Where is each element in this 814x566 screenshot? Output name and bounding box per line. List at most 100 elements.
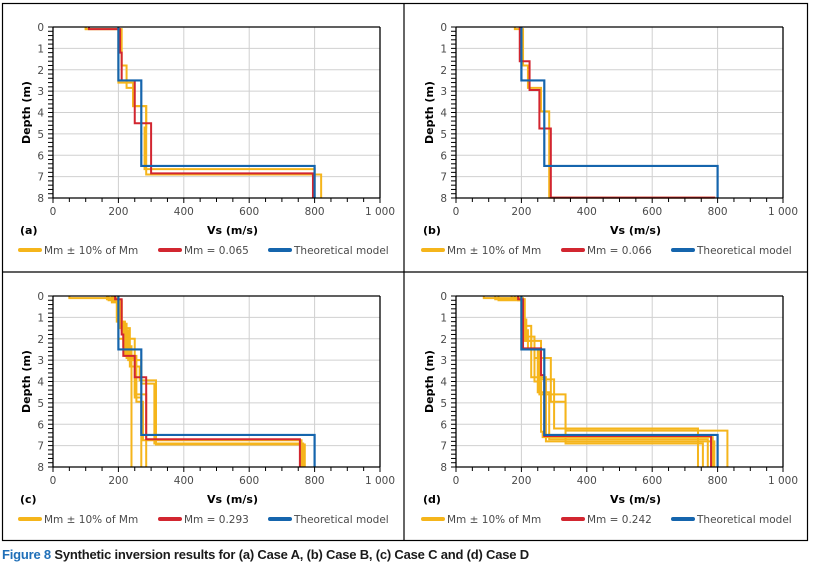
x-tick-label: 800 [708, 475, 728, 487]
y-tick-label: 4 [37, 377, 44, 389]
y-tick-label: 0 [440, 22, 447, 34]
series-theoretical [117, 296, 316, 467]
panel-label: (d) [423, 493, 441, 506]
velocity-profile-line [117, 296, 316, 467]
y-tick-label: 6 [440, 150, 447, 162]
y-tick-label: 4 [37, 108, 44, 120]
x-axis-title: Vs (m/s) [207, 493, 258, 506]
x-tick-label: 800 [305, 475, 325, 487]
x-tick-label: 0 [453, 475, 460, 487]
legend-label: Mm = 0.242 [587, 514, 652, 526]
x-axis-title: Vs (m/s) [610, 493, 661, 506]
panel-label: (a) [20, 224, 37, 237]
gridlines [53, 27, 380, 198]
figure-number: Figure 8 [2, 547, 51, 562]
x-tick-label: 1 000 [768, 206, 798, 218]
x-tick-label: 1 000 [365, 206, 395, 218]
y-tick-label: 7 [37, 441, 44, 453]
y-tick-label: 2 [440, 334, 447, 346]
legend-label: Mm = 0.066 [587, 245, 652, 257]
panel-c: 0 200 400 600 800 1 000 0 1 2 3 4 5 6 7 8 Vs (m/s) Depth… [18, 291, 395, 526]
velocity-profile-line [114, 296, 301, 467]
series-theoretical [117, 27, 316, 198]
series-theoretical [520, 296, 719, 467]
x-tick-label: 400 [577, 206, 597, 218]
y-tick-label: 3 [37, 86, 44, 98]
legend-label: Mm = 0.065 [184, 245, 249, 257]
y-tick-label: 7 [440, 172, 447, 184]
x-tick-label: 400 [577, 475, 597, 487]
y-tick-label: 6 [37, 419, 44, 431]
y-tick-label: 6 [440, 419, 447, 431]
series-mm [114, 296, 301, 467]
panel-label: (c) [20, 493, 37, 506]
legend-item-mm: Mm = 0.065 [158, 245, 249, 257]
y-tick-label: 8 [440, 462, 447, 474]
y-tick-label: 6 [37, 150, 44, 162]
legend: Mm ± 10% of Mm Mm = 0.242 Theoretical mode… [421, 514, 792, 526]
y-tick-label: 3 [37, 355, 44, 367]
y-tick-label: 7 [37, 172, 44, 184]
gridlines [456, 296, 783, 467]
y-tick-label: 1 [440, 312, 447, 324]
legend-item-mm: Mm = 0.242 [561, 514, 652, 526]
y-tick-label: 8 [37, 462, 44, 474]
x-tick-label: 800 [708, 206, 728, 218]
y-tick-label: 0 [37, 22, 44, 34]
legend-label: Mm ± 10% of Mm [44, 514, 138, 526]
caption-text: Synthetic inversion results for (a) Case… [50, 547, 529, 562]
x-tick-label: 200 [511, 475, 531, 487]
y-tick-label: 2 [37, 334, 44, 346]
velocity-profile-line [520, 27, 719, 198]
y-tick-label: 3 [440, 355, 447, 367]
x-axis-title: Vs (m/s) [207, 224, 258, 237]
x-axis-title: Vs (m/s) [610, 224, 661, 237]
x-tick-label: 0 [453, 206, 460, 218]
panel-b: 0 200 400 600 800 1 000 0 1 2 3 4 5 6 7 8 Vs (m/s) Depth… [421, 22, 798, 257]
series-layer [68, 296, 316, 467]
legend: Mm ± 10% of Mm Mm = 0.293 Theoretical mode… [18, 514, 389, 526]
y-tick-label: 2 [440, 65, 447, 77]
y-axis-title: Depth (m) [20, 81, 33, 144]
panel-frame [1, 2, 809, 542]
panel-label: (b) [423, 224, 441, 237]
x-tick-label: 600 [239, 475, 259, 487]
x-tick-label: 1 000 [365, 475, 395, 487]
legend-item-mm: Mm = 0.293 [158, 514, 249, 526]
figure-caption: Figure 8 Synthetic inversion results for… [2, 547, 529, 562]
x-tick-label: 800 [305, 206, 325, 218]
y-tick-label: 2 [37, 65, 44, 77]
y-tick-label: 7 [440, 441, 447, 453]
y-axis-title: Depth (m) [20, 350, 33, 413]
y-tick-label: 8 [37, 193, 44, 205]
legend-item-theoretical: Theoretical model [268, 245, 389, 257]
legend-item-range: Mm ± 10% of Mm [421, 245, 541, 257]
y-tick-label: 1 [37, 43, 44, 55]
velocity-profile-line [520, 296, 719, 467]
legend-label: Mm ± 10% of Mm [44, 245, 138, 257]
series-layer [84, 27, 323, 198]
y-tick-label: 4 [440, 108, 447, 120]
y-tick-label: 5 [440, 129, 447, 141]
y-tick-label: 1 [440, 43, 447, 55]
x-tick-label: 200 [108, 475, 128, 487]
series-theoretical [520, 27, 719, 198]
legend-item-mm: Mm = 0.066 [561, 245, 652, 257]
x-tick-label: 0 [50, 206, 57, 218]
legend-item-theoretical: Theoretical model [268, 514, 389, 526]
x-tick-label: 400 [174, 475, 194, 487]
x-tick-label: 400 [174, 206, 194, 218]
panel-a: 0 200 400 600 800 1 000 0 1 2 3 4 5 6 7 8 Vs (m/s) Depth… [18, 22, 395, 257]
legend: Mm ± 10% of Mm Mm = 0.066 Theoretical mode… [421, 245, 792, 257]
velocity-profile-line [517, 296, 709, 467]
x-tick-label: 600 [642, 206, 662, 218]
y-tick-label: 0 [37, 291, 44, 303]
y-tick-label: 5 [37, 398, 44, 410]
x-tick-label: 600 [239, 206, 259, 218]
legend-label: Theoretical model [293, 514, 389, 526]
panel-d: 0 200 400 600 800 1 000 0 1 2 3 4 5 6 7 8 Vs (m/s) Depth… [421, 291, 798, 526]
legend-label: Theoretical model [293, 245, 389, 257]
legend-item-theoretical: Theoretical model [671, 245, 792, 257]
legend-item-theoretical: Theoretical model [671, 514, 792, 526]
